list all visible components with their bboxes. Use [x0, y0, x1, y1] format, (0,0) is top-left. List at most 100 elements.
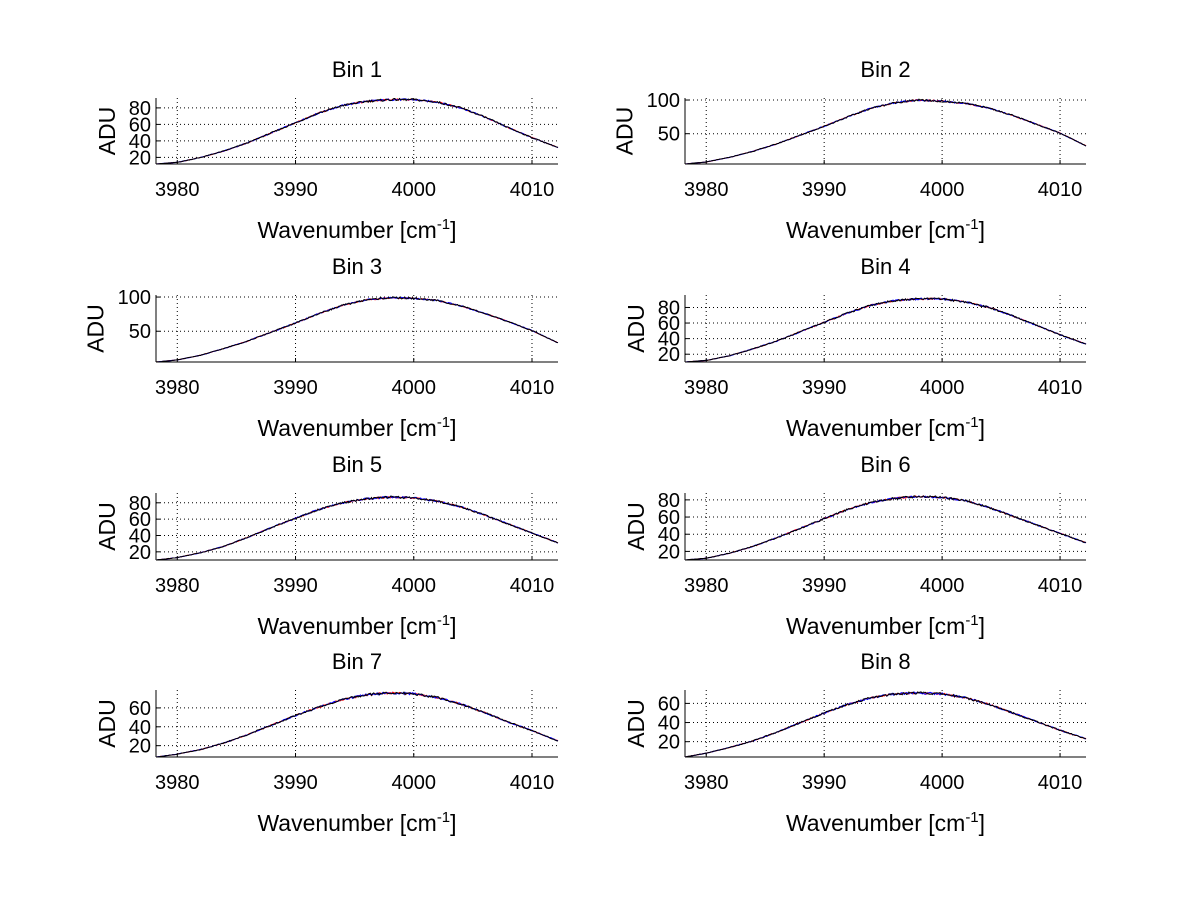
data-series-line-2 — [155, 691, 559, 758]
x-axis-label-main: Wavenumber [cm — [786, 810, 965, 836]
x-tick-label: 4000 — [920, 772, 965, 794]
x-axis-label: Wavenumber [cm-1] — [257, 216, 456, 243]
y-tick-label: 60 — [658, 507, 680, 529]
y-tick-label: 80 — [129, 98, 151, 120]
x-axis-label-close: ] — [979, 415, 985, 441]
x-axis-label-superscript: -1 — [437, 809, 450, 826]
x-tick-label: 3990 — [273, 377, 318, 399]
x-axis-label: Wavenumber [cm-1] — [257, 612, 456, 639]
x-tick-label: 3990 — [273, 179, 318, 201]
data-series-line-1 — [155, 296, 559, 363]
chart-title: Bin 1 — [332, 57, 382, 82]
subplot-2: 3980 3990 4000 4010 50 100 Bin 2 Wavenumber [cm… — [612, 57, 1087, 243]
y-tick-label: 100 — [118, 287, 151, 309]
y-tick-label: 20 — [658, 732, 680, 754]
y-tick-label: 50 — [658, 124, 680, 146]
x-axis-label-main: Wavenumber [cm — [786, 415, 965, 441]
x-axis-label-main: Wavenumber [cm — [257, 810, 436, 836]
x-tick-label: 4000 — [392, 377, 437, 399]
y-tick-label: 50 — [129, 321, 151, 343]
data-series-line-1 — [684, 691, 1087, 758]
y-tick-label: 20 — [658, 344, 680, 366]
data-series-line-1 — [155, 691, 559, 758]
y-axis-label: ADU — [83, 304, 109, 353]
y-tick-label: 40 — [658, 713, 680, 735]
y-tick-label: 40 — [129, 717, 151, 739]
x-axis-label-main: Wavenumber [cm — [786, 217, 965, 243]
data-series-line-3 — [684, 691, 1087, 758]
x-tick-label: 3990 — [802, 772, 847, 794]
chart-title: Bin 2 — [860, 57, 910, 82]
x-axis-label: Wavenumber [cm-1] — [786, 414, 985, 441]
data-series-line-2 — [684, 99, 1087, 165]
data-series-line-2 — [155, 296, 559, 363]
x-tick-label: 3980 — [155, 179, 200, 201]
x-tick-label: 4010 — [1038, 377, 1083, 399]
x-axis-label: Wavenumber [cm-1] — [786, 216, 985, 243]
x-tick-label: 3980 — [155, 377, 200, 399]
x-axis-label-main: Wavenumber [cm — [257, 217, 436, 243]
data-series-line-1 — [684, 99, 1087, 165]
data-series-line-2 — [684, 691, 1087, 758]
chart-title: Bin 8 — [860, 649, 910, 674]
x-tick-label: 3980 — [684, 575, 729, 597]
y-tick-label: 40 — [129, 525, 151, 547]
x-tick-label: 4010 — [510, 377, 555, 399]
y-axis-label: ADU — [94, 502, 120, 551]
x-axis-label-close: ] — [979, 810, 985, 836]
x-tick-label: 3980 — [684, 179, 729, 201]
chart-title: Bin 7 — [332, 649, 382, 674]
x-tick-label: 3990 — [802, 179, 847, 201]
chart-title: Bin 6 — [860, 452, 910, 477]
x-axis-label-close: ] — [979, 613, 985, 639]
y-tick-label: 80 — [658, 490, 680, 512]
x-tick-label: 3990 — [273, 575, 318, 597]
chart-title: Bin 3 — [332, 254, 382, 279]
x-axis-label: Wavenumber [cm-1] — [257, 414, 456, 441]
y-tick-label: 60 — [129, 509, 151, 531]
x-tick-label: 4010 — [510, 575, 555, 597]
chart-title: Bin 4 — [860, 254, 910, 279]
y-axis-label: ADU — [623, 304, 649, 353]
x-axis-label-close: ] — [979, 217, 985, 243]
x-axis-label-close: ] — [450, 217, 456, 243]
x-tick-label: 3980 — [684, 377, 729, 399]
x-axis-label-main: Wavenumber [cm — [257, 613, 436, 639]
subplot-3: 3980 3990 4000 4010 50 100 Bin 3 Wavenumber [cm… — [83, 254, 559, 441]
y-tick-label: 60 — [129, 698, 151, 720]
x-axis-label-close: ] — [450, 613, 456, 639]
x-axis-label-superscript: -1 — [965, 809, 978, 826]
x-tick-label: 3980 — [155, 772, 200, 794]
data-series-line-1 — [684, 495, 1087, 561]
x-tick-label: 4010 — [1038, 179, 1083, 201]
x-axis-label-superscript: -1 — [965, 414, 978, 431]
x-tick-label: 3980 — [684, 772, 729, 794]
x-axis-label-close: ] — [450, 810, 456, 836]
x-tick-label: 4010 — [1038, 772, 1083, 794]
x-tick-label: 3990 — [273, 772, 318, 794]
y-tick-label: 20 — [129, 542, 151, 564]
x-axis-label: Wavenumber [cm-1] — [257, 809, 456, 836]
y-axis-label: ADU — [94, 107, 120, 156]
x-tick-label: 3980 — [155, 575, 200, 597]
y-axis-label: ADU — [623, 502, 649, 551]
x-axis-label-superscript: -1 — [437, 612, 450, 629]
data-series-line-3 — [684, 297, 1087, 363]
x-tick-label: 4010 — [510, 179, 555, 201]
data-series-line-3 — [684, 98, 1087, 165]
x-tick-label: 3990 — [802, 377, 847, 399]
y-tick-label: 40 — [658, 329, 680, 351]
data-series-line-3 — [155, 691, 559, 758]
x-axis-label-superscript: -1 — [437, 414, 450, 431]
y-tick-label: 60 — [129, 114, 151, 136]
y-tick-label: 80 — [129, 493, 151, 515]
x-tick-label: 4000 — [392, 179, 437, 201]
x-axis-label-superscript: -1 — [437, 216, 450, 233]
data-series-line-1 — [155, 496, 559, 561]
